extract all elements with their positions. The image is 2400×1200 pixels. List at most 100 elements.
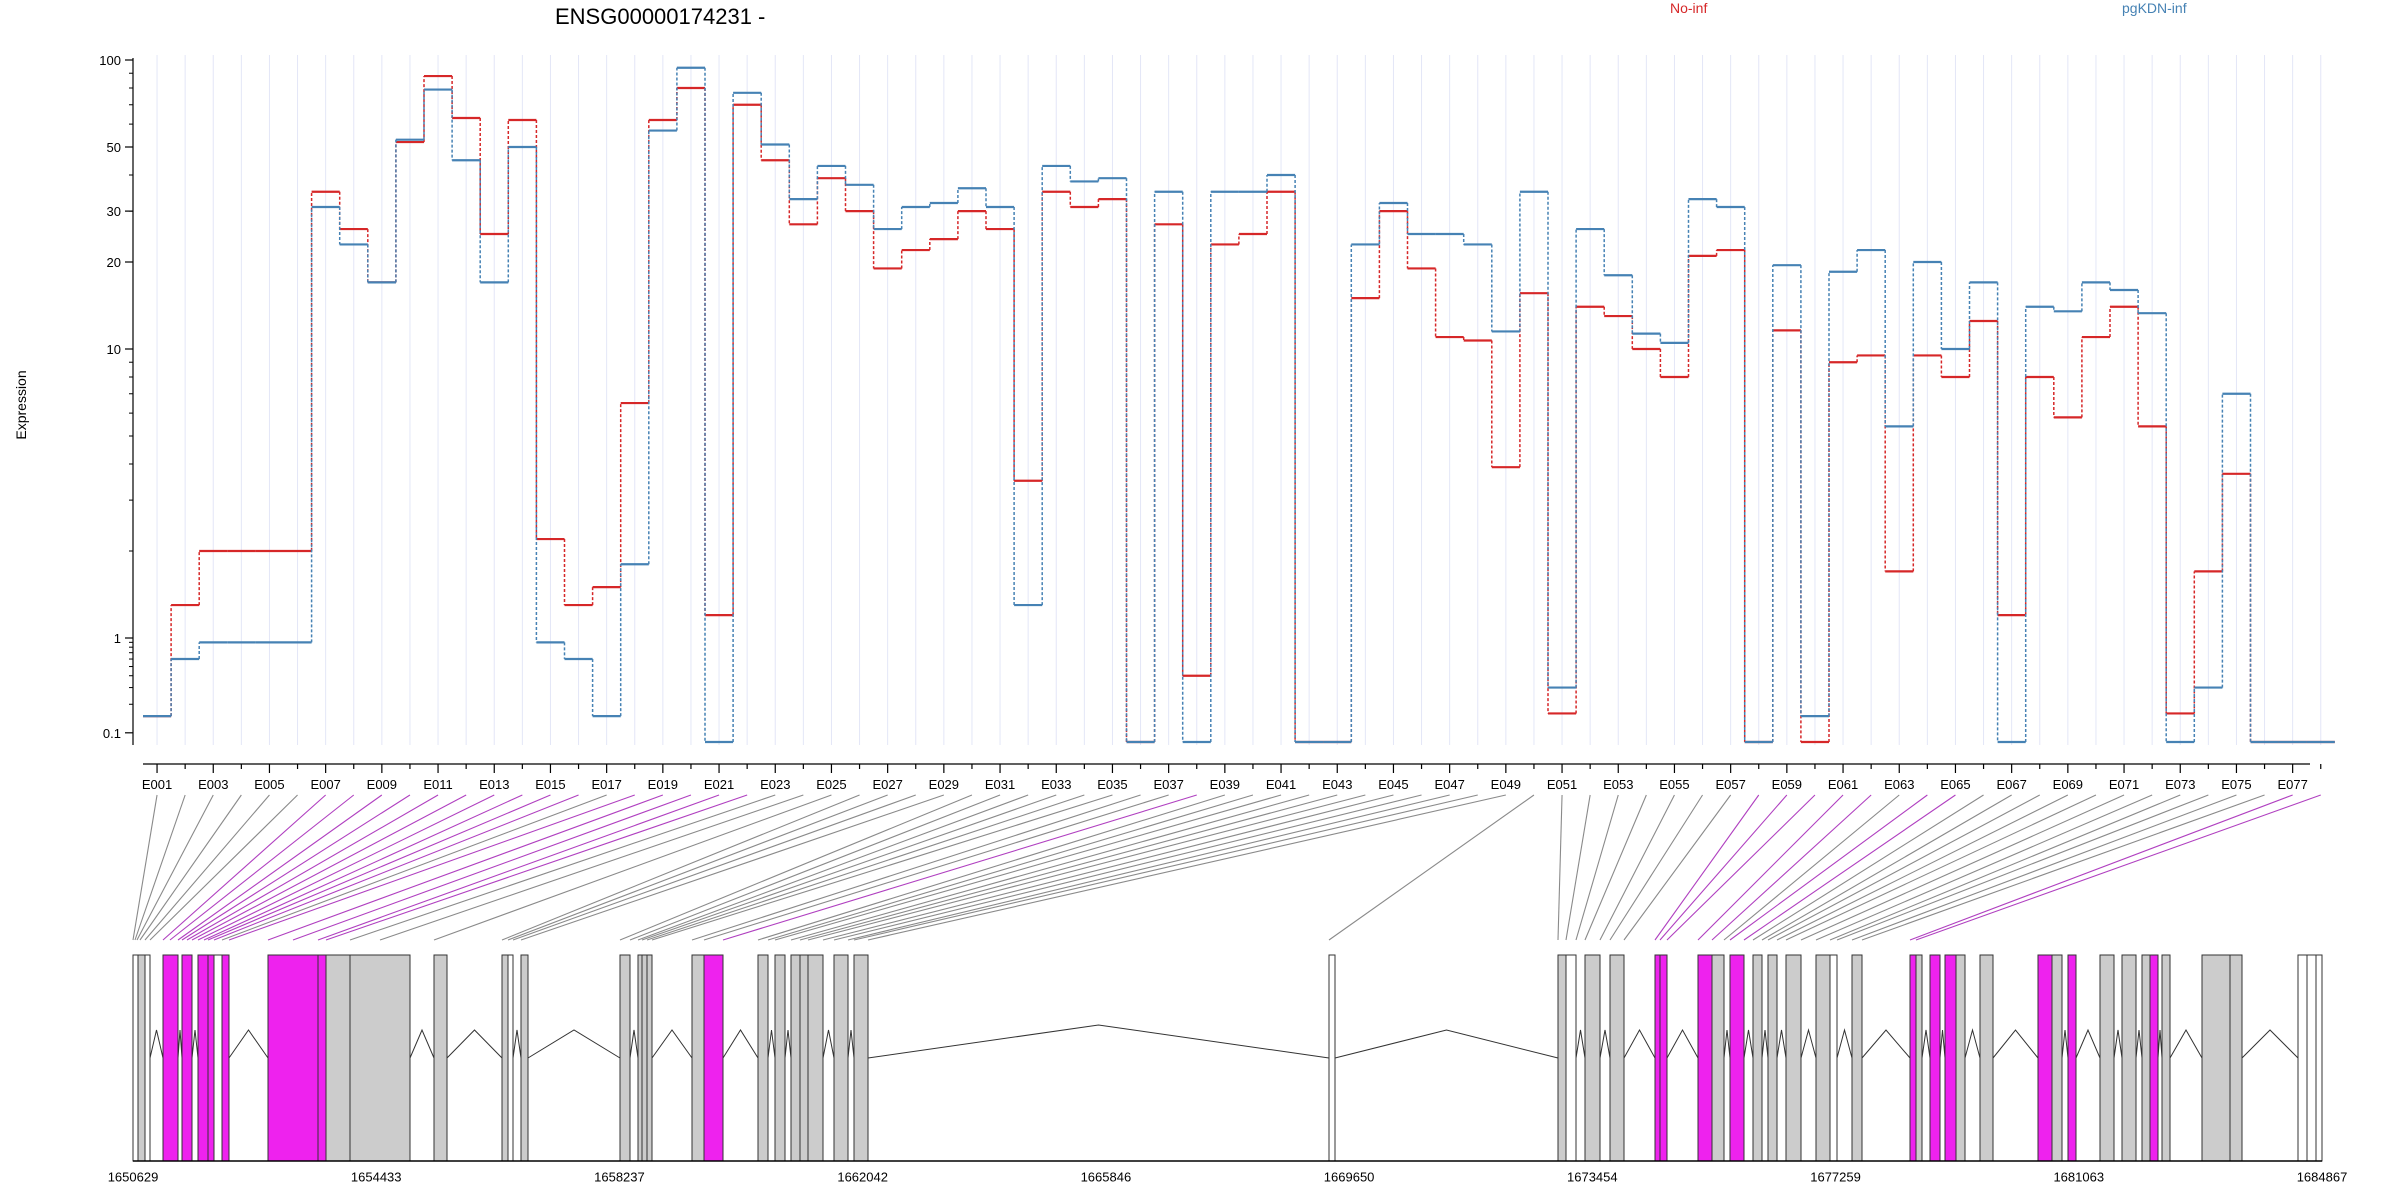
exon-connector — [646, 794, 1085, 941]
intron-line — [1623, 1028, 1656, 1059]
exon-connector — [228, 794, 635, 941]
x-tick-label: E027 — [872, 777, 902, 792]
y-tick-label: 10 — [107, 342, 121, 357]
intron-line — [1743, 1029, 1754, 1059]
intron-line — [1800, 1028, 1817, 1059]
exon-box-highlight — [2037, 954, 2053, 1162]
exon-connector — [1861, 794, 2265, 941]
intron-line — [1575, 1029, 1586, 1059]
x-tick-label: E003 — [198, 777, 228, 792]
exon-box — [213, 954, 223, 1162]
x-tick-label: E057 — [1715, 777, 1745, 792]
y-tick-label: 30 — [107, 204, 121, 219]
intron-line — [1992, 1029, 2039, 1059]
intron-line — [822, 1029, 835, 1059]
intron-line — [177, 1029, 183, 1059]
exon-connector — [1575, 794, 1619, 941]
exon-connector — [1623, 794, 1732, 941]
coord-label: 1650629 — [108, 1170, 159, 1185]
exon-box-gray — [1815, 954, 1831, 1162]
coord-label: 1677259 — [1810, 1170, 1861, 1185]
intron-line — [722, 1029, 759, 1059]
exon-connector — [1654, 794, 1760, 941]
intron-line — [651, 1029, 693, 1059]
exon-box-gray — [1752, 954, 1763, 1162]
x-tick-label: E013 — [479, 777, 509, 792]
exon-connector — [136, 794, 214, 941]
intron-line — [2169, 1028, 2203, 1059]
intron-line — [1939, 1029, 1946, 1059]
series-connector — [170, 67, 2252, 742]
y-tick-label: 0.1 — [103, 726, 121, 741]
exon-box-highlight — [181, 954, 193, 1162]
x-tick-label: E017 — [591, 777, 621, 792]
exon-box-highlight — [1654, 954, 1661, 1162]
exon-connector — [1915, 794, 2321, 941]
exon-connector-lines — [132, 794, 2321, 941]
x-tick-label: E025 — [816, 777, 846, 792]
x-tick-label: E005 — [254, 777, 284, 792]
chart-title: ENSG00000174231 - — [555, 4, 765, 29]
x-tick-label: E061 — [1828, 777, 1858, 792]
x-tick-label: E015 — [535, 777, 565, 792]
exon-box — [2315, 954, 2323, 1162]
intron-line — [629, 1029, 639, 1059]
exon-box-gray — [619, 954, 631, 1162]
series-no-inf — [143, 74, 2335, 744]
exon-box-gray — [1955, 954, 1966, 1162]
exon-connector — [433, 794, 832, 941]
intron-line — [149, 1029, 164, 1059]
exon-box — [132, 954, 139, 1162]
intron-line — [867, 1024, 1330, 1059]
intron-line — [2113, 1029, 2123, 1059]
intron-line — [1723, 1029, 1731, 1059]
intron-line — [191, 1029, 199, 1059]
exon-box-gray — [520, 954, 529, 1162]
x-tick-label: E077 — [2277, 777, 2307, 792]
exon-connector — [1743, 794, 1956, 941]
intron-line — [446, 1029, 503, 1059]
coord-label: 1684867 — [2297, 1170, 2348, 1185]
y-tick-label: 50 — [107, 140, 121, 155]
intron-line — [767, 1029, 776, 1059]
exon-box-gray — [807, 954, 824, 1162]
intron-line — [2061, 1029, 2069, 1059]
x-axis: E001 E003 E005 E007 E009 E011 E013 E015 E017 E019… — [142, 763, 2322, 792]
exon-box-gray — [2229, 954, 2243, 1162]
exon-connector — [507, 794, 888, 941]
exon-box-gray — [641, 954, 648, 1162]
x-tick-label: E023 — [760, 777, 790, 792]
x-tick-label: E043 — [1322, 777, 1352, 792]
coord-label: 1669650 — [1324, 1170, 1375, 1185]
coord-label: 1654433 — [351, 1170, 402, 1185]
intron-line — [2075, 1028, 2101, 1059]
exon-box-gray — [2201, 954, 2231, 1162]
exon-box-gray — [1851, 954, 1863, 1162]
exon-connector — [1697, 794, 1844, 941]
intron-line — [409, 1028, 435, 1059]
exon-box-highlight — [267, 954, 319, 1162]
exon-box-gray — [2121, 954, 2137, 1162]
exon-box-highlight — [2149, 954, 2159, 1162]
exon-box — [2306, 954, 2317, 1162]
x-tick-label: E055 — [1659, 777, 1689, 792]
exon-box-gray — [325, 954, 351, 1162]
exon-connector — [501, 794, 860, 941]
coord-label: 1662042 — [837, 1170, 888, 1185]
exon-box-gray — [637, 954, 643, 1162]
exon-connector — [1761, 794, 2012, 941]
x-tick-label: E051 — [1547, 777, 1577, 792]
x-tick-label: E069 — [2053, 777, 2083, 792]
exon-connector — [1565, 794, 1591, 941]
exon-box-gray — [1609, 954, 1625, 1162]
exon-box-gray — [1979, 954, 1994, 1162]
x-tick-label: E031 — [985, 777, 1015, 792]
exon-connector — [691, 794, 1141, 941]
exon-connector — [619, 794, 973, 941]
exon-box-highlight — [1929, 954, 1941, 1162]
exon-connector — [267, 794, 664, 941]
coord-label: 1658237 — [594, 1170, 645, 1185]
intron-line — [1921, 1029, 1931, 1059]
exon-connector — [651, 794, 1113, 941]
coord-label: 1673454 — [1567, 1170, 1618, 1185]
